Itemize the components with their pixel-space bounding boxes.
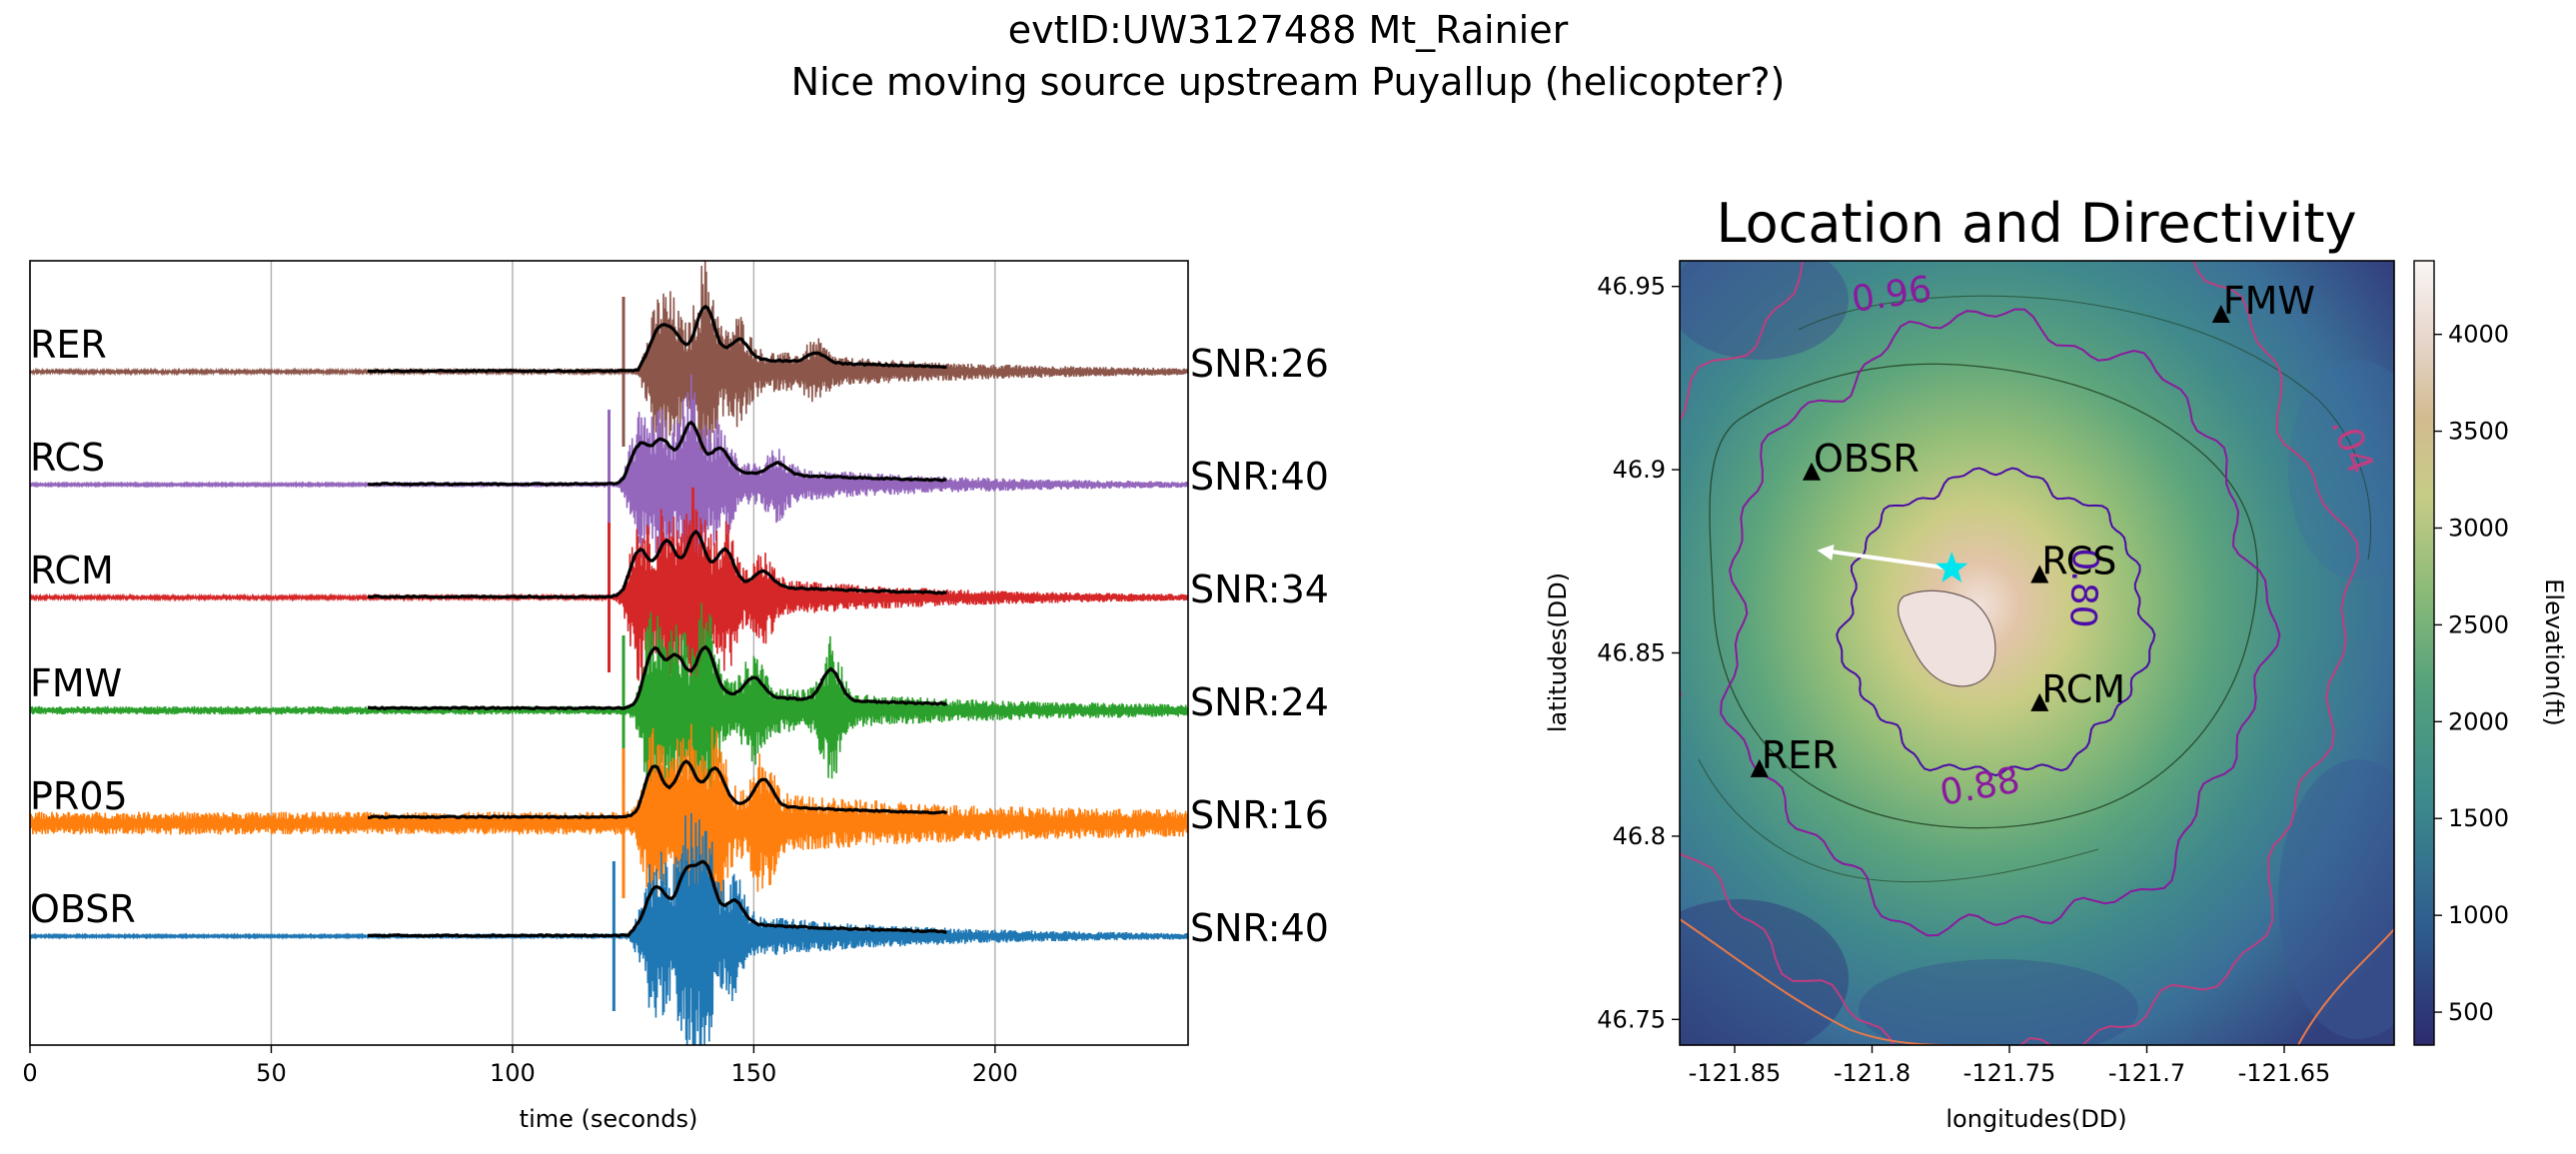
- contour-outer: [2297, 928, 2394, 1045]
- snr-label-fmw: SNR:24: [1190, 680, 1329, 724]
- map-station-label-fmw: FMW: [2223, 279, 2315, 323]
- map-x-tick-label: -121.65: [2238, 1059, 2331, 1087]
- colorbar-tick-label: 2000: [2448, 707, 2509, 735]
- colorbar-tick-label: 2500: [2448, 610, 2509, 638]
- elevation-colorbar: [2413, 260, 2435, 1046]
- contour-outer: [1680, 918, 1998, 1045]
- map-y-tick-label: 46.75: [1597, 1005, 1666, 1033]
- snr-label-pr05: SNR:16: [1190, 793, 1329, 837]
- figure-title-line-2: Nice moving source upstream Puyallup (he…: [790, 60, 1786, 104]
- envelope-rcm: [367, 529, 947, 599]
- station-marker-rcs: [2030, 565, 2049, 583]
- station-label-rcs: RCS: [30, 436, 105, 480]
- map-x-tick-label: -121.75: [1963, 1059, 2056, 1087]
- snr-label-rcs: SNR:40: [1190, 455, 1329, 499]
- waveform-traces: [30, 261, 1188, 1045]
- waveform-x-tick-label: 100: [490, 1059, 536, 1087]
- station-label-fmw: FMW: [30, 661, 122, 705]
- map-x-tick-label: -121.8: [1834, 1059, 1911, 1087]
- envelope-rcs: [367, 420, 947, 487]
- envelope-pr05: [368, 759, 948, 820]
- source-star-marker: [1935, 552, 1968, 582]
- colorbar-tick-label: 1500: [2448, 804, 2509, 832]
- station-label-rcm: RCM: [30, 549, 114, 592]
- trace-rer: [30, 261, 1188, 474]
- waveform-x-ticks: 0 50 100 150 200: [22, 1045, 1018, 1087]
- waveform-panel: RER SNR:26 RCS SNR:40 RCM SNR:34 FMW SNR:24 PR05…: [22, 260, 1329, 1133]
- waveform-fmw: [30, 602, 1188, 818]
- contour-label-080: 0.80: [2061, 548, 2105, 629]
- colorbar-tick-label: 3500: [2448, 418, 2509, 446]
- directivity-contours: [1680, 261, 2394, 1045]
- station-marker-rcm: [2030, 692, 2049, 711]
- map-y-axis-label: latitudes(DD): [1544, 573, 1572, 732]
- colorbar-tick-label: 1000: [2448, 901, 2509, 929]
- station-marker-obsr: [1803, 462, 1821, 481]
- waveform-x-tick-label: 150: [730, 1059, 776, 1087]
- contour-088: [1720, 308, 2281, 937]
- map-title: Location and Directivity: [1716, 192, 2356, 255]
- directivity-arrow: [1829, 549, 1952, 572]
- map-x-axis-label: longitudes(DD): [1945, 1105, 2126, 1133]
- envelope-obsr: [367, 859, 947, 938]
- contour-08: [1836, 467, 2156, 777]
- waveform-frame: [29, 260, 1189, 1046]
- snr-label-obsr: SNR:40: [1190, 906, 1329, 950]
- waveform-pr05: [30, 723, 1188, 930]
- map-x-tick-label: -121.85: [1689, 1059, 1782, 1087]
- station-label-rer: RER: [30, 323, 107, 367]
- contour-096: [1680, 261, 2360, 1045]
- map-axis-ticks: -121.85 -121.8 -121.75 -121.7 -121.65 46.75 46…: [1597, 273, 2330, 1087]
- snr-label-rcm: SNR:34: [1190, 568, 1329, 611]
- map-y-tick-label: 46.85: [1597, 639, 1666, 667]
- waveform-station-labels: RER SNR:26 RCS SNR:40 RCM SNR:34 FMW SNR:24 PR05…: [30, 323, 1329, 950]
- map-station-label-obsr: OBSR: [1814, 437, 1920, 481]
- map-x-tick-label: -121.7: [2108, 1059, 2185, 1087]
- directivity-arrow-head: [1817, 545, 1835, 561]
- map-overlay: FMW OBSR RCS RCM RER: [1750, 279, 2315, 777]
- figure-title-line-1: evtID:UW3127488 Mt_Rainier: [1007, 8, 1569, 52]
- map-station-label-rer: RER: [1762, 733, 1839, 777]
- map-y-tick-label: 46.95: [1597, 273, 1666, 301]
- colorbar-ticks: 500 1000 1500 2000 2500 3000 3500 4000: [2434, 321, 2509, 1026]
- station-marker-fmw: [2211, 305, 2230, 324]
- station-label-obsr: OBSR: [30, 887, 136, 931]
- station-label-pr05: PR05: [30, 774, 128, 818]
- waveform-x-tick-label: 200: [972, 1059, 1018, 1087]
- colorbar-tick-label: 500: [2448, 998, 2494, 1026]
- envelope-fmw: [367, 644, 948, 711]
- waveform-x-axis-label: time (seconds): [520, 1105, 698, 1133]
- snr-label-rer: SNR:26: [1190, 342, 1329, 386]
- map-y-tick-label: 46.9: [1613, 456, 1666, 484]
- trace-pr05: [30, 723, 1188, 930]
- colorbar-tick-label: 3000: [2448, 514, 2509, 542]
- summit-glacier: [1897, 589, 1996, 687]
- trace-obsr: [30, 812, 1188, 1045]
- map-y-tick-label: 46.8: [1613, 822, 1666, 850]
- trace-rcm: [30, 487, 1188, 697]
- waveform-x-tick-label: 50: [256, 1059, 287, 1087]
- station-marker-rer: [1750, 758, 1769, 777]
- colorbar-tick-label: 4000: [2448, 321, 2509, 349]
- envelope-rer: [367, 304, 947, 374]
- map-station-label-rcs: RCS: [2041, 539, 2116, 582]
- map-station-label-rcm: RCM: [2041, 667, 2125, 711]
- waveform-x-tick-label: 0: [22, 1059, 37, 1087]
- map-panel: Location and Directivity 0.96 0.80 0.88 …: [1544, 192, 2568, 1133]
- colorbar-label: Elevation(ft): [2540, 578, 2568, 726]
